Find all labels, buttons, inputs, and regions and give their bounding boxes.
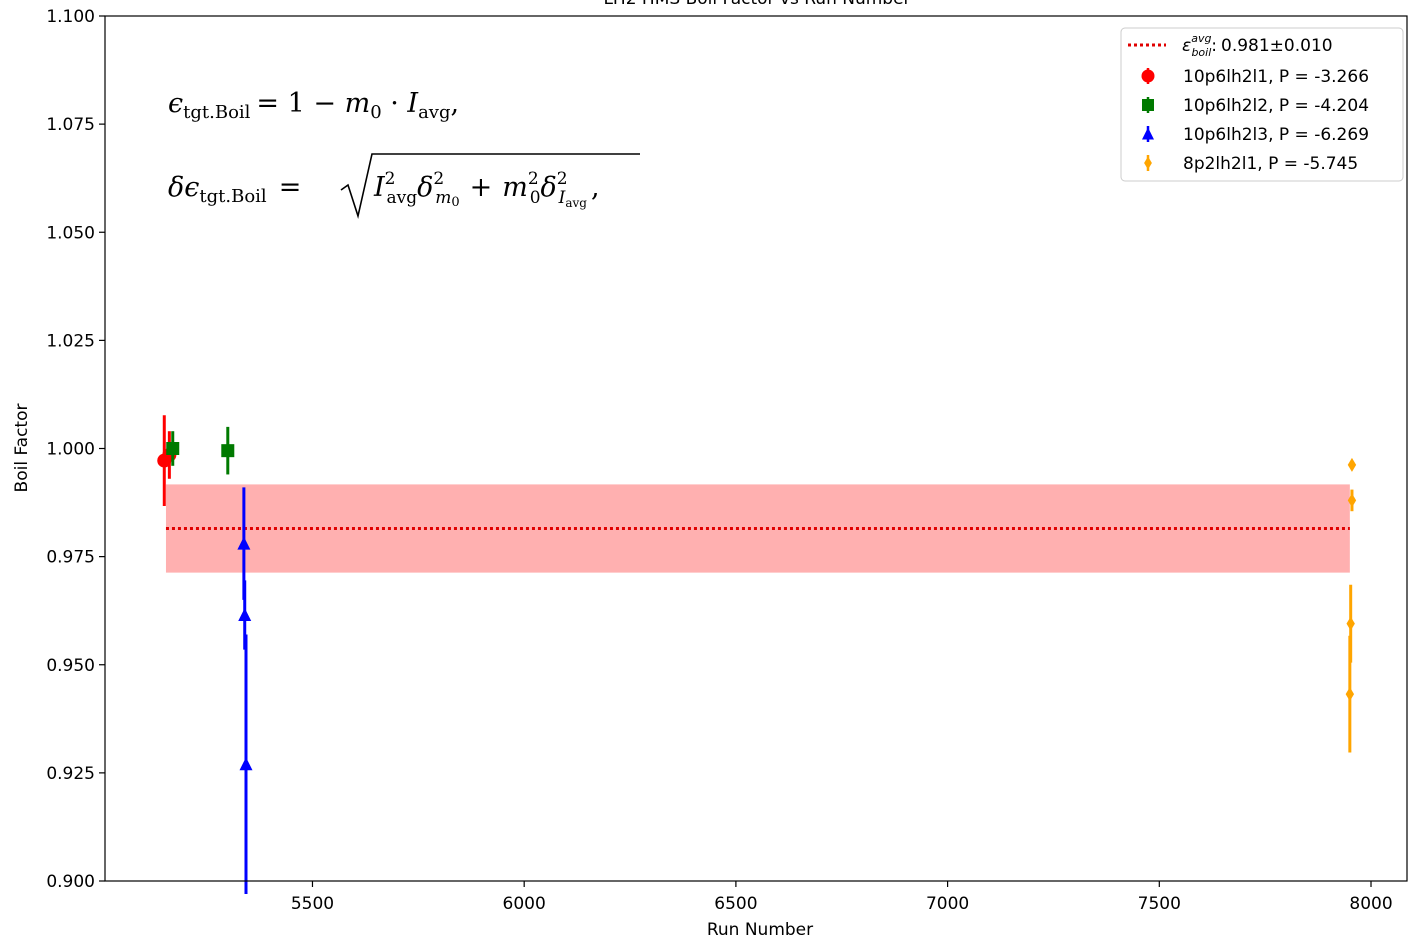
y-tick-label: 1.000: [46, 440, 95, 460]
y-tick-label: 0.900: [46, 872, 95, 892]
legend: εavg boil: 0.981±0.010 10p6lh2l1, P = -3.2…: [1120, 27, 1404, 182]
y-axis-label: Boil Factor: [12, 404, 32, 493]
y-tick-label: 0.975: [46, 548, 95, 568]
series-layer: [157, 415, 1357, 894]
legend-series-label: 10p6lh2l2, P = -4.204: [1183, 96, 1369, 116]
data-point-triangle: [239, 757, 253, 771]
average-error-band: [165, 484, 1350, 573]
data-point-triangle: [237, 536, 251, 550]
data-point-square: [221, 444, 235, 458]
legend-series-label: 10p6lh2l1, P = -3.266: [1183, 67, 1369, 87]
x-axis-label: Run Number: [707, 920, 813, 940]
legend-series-label: 8p2lh2l1, P = -5.745: [1183, 154, 1358, 174]
formula-line-2-lhs: δϵtgt.Boil =: [168, 172, 301, 207]
y-tick-label: 1.050: [46, 223, 95, 243]
data-point-diamond: [1347, 457, 1357, 472]
average-layer: [165, 484, 1350, 573]
data-point-square: [1142, 99, 1154, 111]
y-tick-label: 1.025: [46, 331, 95, 351]
data-point-diamond: [1347, 493, 1357, 508]
data-point-circle: [1141, 69, 1155, 83]
data-point-square: [166, 442, 180, 455]
legend-box: [1120, 27, 1404, 182]
y-tick-label: 1.075: [46, 115, 95, 135]
x-tick-label: 8000: [1349, 894, 1392, 914]
data-point-diamond: [1345, 687, 1355, 702]
y-tick-label: 0.925: [46, 764, 95, 784]
formula-line-2-rhs: I2 avgδ2 m0 + m2 0δ2 Iavg,: [373, 169, 600, 210]
data-point-diamond: [1144, 156, 1152, 170]
x-tick-label: 6000: [503, 894, 546, 914]
formula-line-1: ϵtgt.Boil = 1 − m0 · Iavg,: [168, 88, 459, 123]
formula-annotation: ϵtgt.Boil = 1 − m0 · Iavg, δϵtgt.Boil = I2…: [168, 88, 640, 220]
y-tick-label: 0.950: [46, 656, 95, 676]
legend-series-label: 10p6lh2l3, P = -6.269: [1183, 125, 1369, 145]
data-point-triangle: [1142, 127, 1154, 140]
x-tick-label: 5500: [291, 894, 334, 914]
y-axis-ticks: 0.900 0.925 0.950 0.975 1.000 1.025 1.050 1.075…: [46, 7, 105, 892]
radical-sign: [340, 153, 640, 220]
x-tick-label: 6500: [714, 894, 757, 914]
x-axis-ticks: 5500 6000 6500 7000 7500 8000: [291, 881, 1393, 914]
chart-title: LH2 HMS Boil Factor vs Run Number: [603, 0, 910, 9]
legend-avg-label: εavg boil: 0.981±0.010: [1182, 32, 1333, 59]
x-tick-label: 7500: [1138, 894, 1181, 914]
data-point-diamond: [1346, 616, 1355, 631]
data-point-triangle: [238, 608, 252, 622]
y-tick-label: 1.100: [46, 7, 95, 27]
x-tick-label: 7000: [926, 894, 969, 914]
legend-series-entries: 10p6lh2l1, P = -3.266 10p6lh2l2, P = -4.2…: [1141, 67, 1369, 174]
